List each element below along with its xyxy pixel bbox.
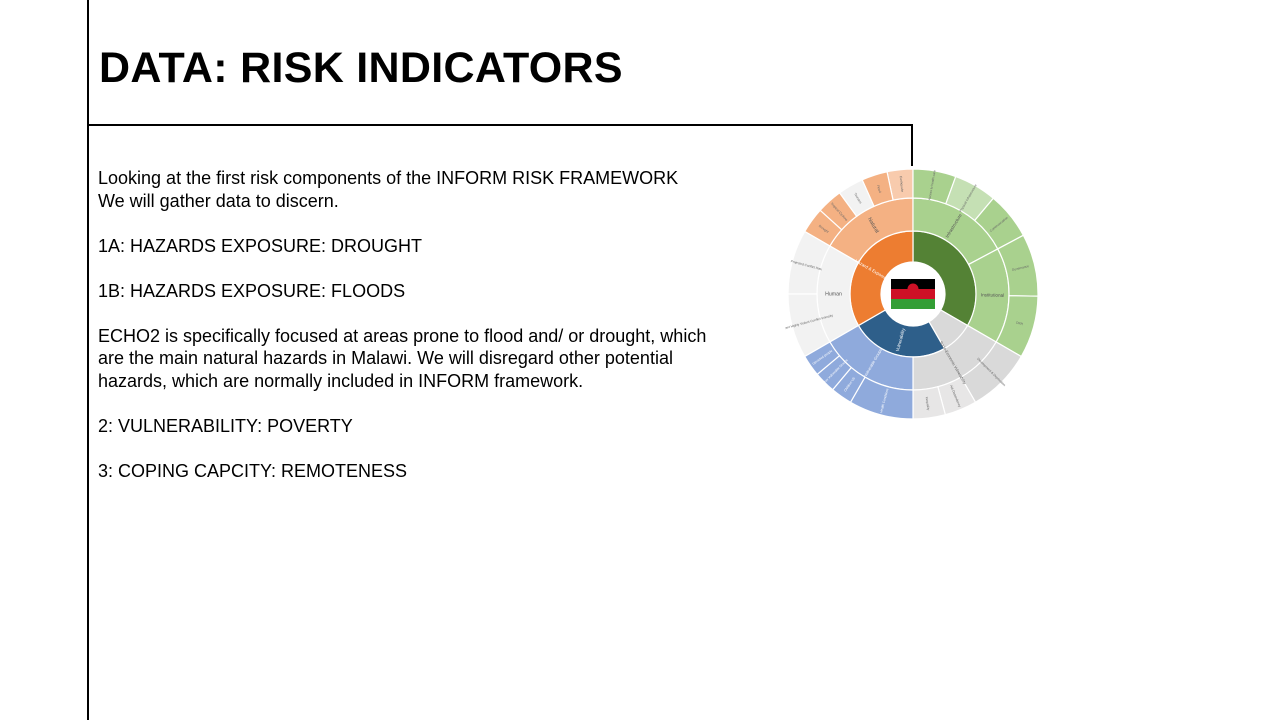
inform-risk-sunburst: Natural Human Infrastructure Institutional S… — [779, 166, 1041, 422]
label-outer-earthquake: Earthquake — [899, 176, 905, 193]
outer-flood — [861, 171, 894, 208]
slide-title: DATA: RISK INDICATORS — [99, 44, 623, 92]
item-1b: 1B: HAZARDS EXPOSURE: FLOODS — [98, 280, 406, 301]
label-outer-drr: DRR — [1016, 321, 1024, 327]
outer-tropical-cyclone — [819, 192, 858, 231]
left-border-line — [87, 0, 89, 720]
label-institutional: Institutional — [981, 292, 1004, 297]
label-outer-flood: Flood — [876, 184, 882, 193]
intro-line-1: Looking at the first risk components of … — [98, 168, 679, 188]
malawi-flag-icon — [891, 279, 935, 309]
intro-line-2: We will gather data to discern. — [98, 190, 339, 211]
outer-current-conflict-intensity — [787, 293, 831, 358]
outer-uprooted-people — [803, 341, 841, 376]
flag-stripe — [891, 289, 935, 299]
label-human: Human — [825, 291, 842, 297]
outer-tsunami — [838, 179, 875, 218]
echo-paragraph: ECHO2 is specifically focused at areas p… — [98, 325, 707, 391]
flag-sun — [907, 283, 919, 289]
label-outer-governance: Governance — [1011, 264, 1029, 272]
item-1a: 1A: HAZARDS EXPOSURE: DROUGHT — [98, 235, 423, 256]
label-outer-health-conditions: Health Conditions — [879, 388, 889, 414]
label-outer-tsunami: Tsunami — [853, 192, 863, 205]
title-underline-drop — [911, 124, 913, 166]
slide-body: Looking at the first risk components of … — [98, 167, 708, 482]
title-underline — [88, 124, 913, 126]
flag-stripe — [891, 299, 935, 309]
label-outer-access-health-care: Access to health care — [927, 170, 936, 201]
outer-drought — [803, 209, 843, 247]
item-3: 3: COPING CAPCITY: REMOTENESS — [98, 460, 408, 481]
label-vulnerability: Vulnerability — [895, 327, 906, 352]
label-outer-inequality: Inequality — [925, 396, 931, 410]
outer-projected-conflict-risk — [787, 230, 831, 295]
sunburst-svg: NaturalHumanInfrastructureInstitutionalS… — [779, 168, 1039, 420]
label-outer-drought: Drought — [818, 224, 830, 234]
item-2: 2: VULNERABILITY: POVERTY — [98, 415, 353, 436]
